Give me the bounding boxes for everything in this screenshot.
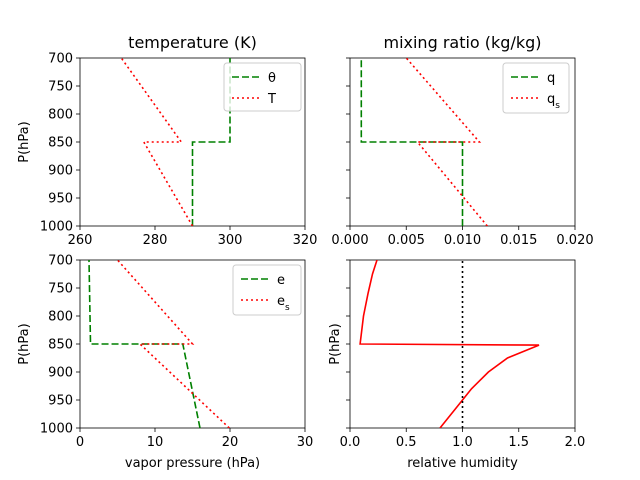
legend-box (502, 62, 570, 114)
x-tick-label: 320 (293, 233, 318, 248)
y-tick-label: 850 (48, 136, 73, 151)
x-tick-label: 280 (143, 233, 168, 248)
series-line-q_s (405, 58, 488, 226)
x-tick-label: 1.0 (452, 435, 473, 450)
y-axis-label: P(hPa) (17, 323, 32, 364)
y-tick-label: 800 (48, 108, 73, 123)
x-tick-label: 0 (76, 435, 84, 450)
x-tick-label: 1.5 (508, 435, 529, 450)
y-tick-label: 900 (48, 164, 73, 179)
x-tick-label: 300 (218, 233, 243, 248)
chart-title: mixing ratio (kg/kg) (383, 33, 541, 52)
y-tick-label: 900 (48, 366, 73, 381)
x-tick-label: 2.0 (565, 435, 586, 450)
y-tick-label: 750 (48, 282, 73, 297)
y-tick-label: 1000 (40, 220, 73, 235)
series-line-q (360, 58, 464, 226)
x-tick-label: 10 (147, 435, 164, 450)
y-tick-label: 750 (48, 80, 73, 95)
legend-box (223, 62, 302, 112)
y-tick-label: 700 (48, 254, 73, 269)
y-tick-label: 800 (48, 310, 73, 325)
x-tick-label: 30 (297, 435, 314, 450)
legend-box (232, 264, 302, 316)
series-line-e (88, 260, 201, 428)
y-axis-label: P(hPa) (17, 121, 32, 162)
x-tick-label: 20 (222, 435, 239, 450)
y-tick-label: 950 (48, 192, 73, 207)
x-tick-label: 0.020 (556, 233, 593, 248)
legend-label: e (277, 273, 285, 288)
series-line-T (120, 58, 194, 226)
x-tick-label: 0.015 (500, 233, 537, 248)
y-tick-label: 950 (48, 394, 73, 409)
series-line-e_s (116, 260, 230, 428)
chart-title: temperature (K) (128, 33, 257, 52)
legend-label: T (267, 92, 276, 107)
x-tick-label: 0.5 (396, 435, 417, 450)
x-tick-label: 0.005 (388, 233, 425, 248)
y-tick-label: 1000 (40, 422, 73, 437)
x-tick-label: 260 (68, 233, 93, 248)
x-tick-label: 0.000 (331, 233, 368, 248)
x-axis-label: vapor pressure (hPa) (125, 456, 260, 471)
legend-label: q (547, 71, 555, 86)
y-tick-label: 850 (48, 338, 73, 353)
series-line (359, 260, 540, 428)
y-axis-label: P(hPa) (328, 323, 343, 364)
x-tick-label: 0.0 (340, 435, 361, 450)
y-tick-label: 700 (48, 52, 73, 67)
legend-label: θ (268, 71, 276, 86)
x-tick-label: 0.010 (444, 233, 481, 248)
x-axis-label: relative humidity (407, 456, 518, 471)
